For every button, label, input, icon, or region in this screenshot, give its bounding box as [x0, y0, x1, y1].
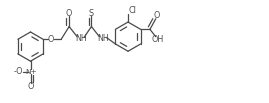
- Text: O: O: [153, 11, 160, 20]
- Text: -O: -O: [14, 67, 23, 76]
- Text: NH: NH: [75, 34, 87, 43]
- Text: OH: OH: [152, 35, 164, 44]
- Text: O: O: [48, 35, 54, 44]
- Text: S: S: [89, 9, 94, 18]
- Text: Cl: Cl: [129, 6, 137, 15]
- Text: N+: N+: [25, 69, 37, 75]
- Text: NH: NH: [97, 34, 109, 43]
- Text: O: O: [66, 9, 72, 18]
- Text: O: O: [27, 82, 34, 91]
